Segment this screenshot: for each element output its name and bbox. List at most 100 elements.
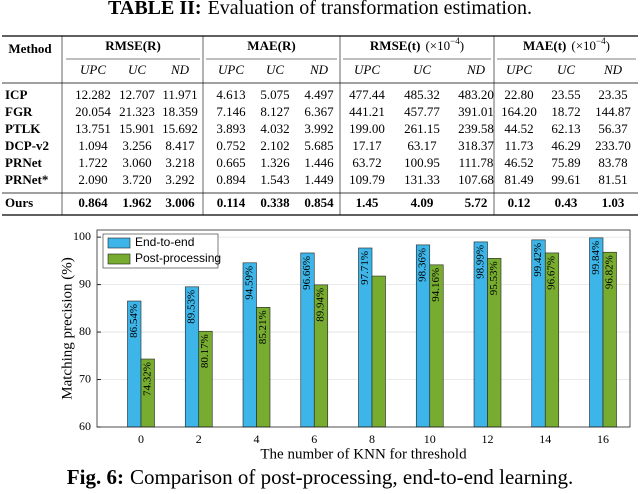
subheader: ND (603, 62, 623, 77)
value-label: 98.36% (417, 248, 429, 282)
table-cell: 0.864 (78, 195, 108, 210)
x-tick-label: 4 (254, 432, 260, 446)
group-header: RMSE(t) (×10−4) (370, 36, 464, 53)
row-label: PRNet (5, 155, 42, 170)
legend-label: Post-processing (135, 251, 221, 265)
x-tick-label: 2 (196, 432, 202, 446)
group-unit-exp: −4 (450, 36, 460, 46)
table-cell: 23.55 (551, 87, 580, 102)
table-cell: 20.054 (75, 104, 111, 119)
table-cell: 3.893 (216, 121, 245, 136)
table-cell: 0.752 (216, 138, 245, 153)
table-cell: 17.17 (352, 138, 382, 153)
table-cell: 109.79 (349, 172, 385, 187)
table-cell: 3.060 (122, 155, 151, 170)
x-tick-label: 12 (482, 432, 494, 446)
subheader: ND (170, 62, 190, 77)
table-cell: 318.37 (458, 138, 494, 153)
group-header: MAE(R) (247, 38, 295, 53)
table-cell: 0.854 (304, 195, 334, 210)
table-cell: 483.20 (458, 87, 494, 102)
table-cell: 18.359 (162, 104, 198, 119)
value-label: 99.84% (590, 241, 602, 275)
x-tick-label: 16 (597, 432, 609, 446)
value-label: 96.82% (603, 255, 615, 289)
x-tick-label: 14 (539, 432, 551, 446)
table-cell: 1.45 (356, 195, 379, 210)
x-tick-label: 0 (138, 432, 144, 446)
subheader: ND (309, 62, 329, 77)
table-cell: 63.17 (407, 138, 437, 153)
legend-swatch (107, 253, 131, 265)
table-cell: 0.894 (216, 172, 246, 187)
table-cell: 111.78 (459, 155, 494, 170)
table-cell: 11.73 (505, 138, 534, 153)
row-label: PRNet* (5, 172, 48, 187)
table-cell: 56.37 (598, 121, 628, 136)
value-label: 95.53% (488, 261, 500, 295)
table-cell: 100.95 (404, 155, 440, 170)
value-label: 89.53% (186, 290, 198, 324)
table-cell: 12.282 (75, 87, 111, 102)
figure-caption: Fig. 6: Comparison of post-processing, en… (67, 465, 573, 489)
table-cell: 1.962 (122, 195, 151, 210)
y-tick-label: 60 (79, 419, 91, 433)
row-label: PTLK (5, 121, 41, 136)
table-cell: 1.326 (260, 155, 290, 170)
value-label: 85.21% (257, 310, 269, 344)
value-label: 98.99% (474, 245, 486, 279)
table-cell: 164.20 (501, 104, 537, 119)
group-label: RMSE(t) (370, 38, 421, 53)
value-label: 97.71% (359, 251, 371, 285)
group-unit-close: ) (460, 38, 464, 53)
subheader: UPC (354, 62, 380, 77)
value-label: 74.32% (141, 362, 153, 396)
table-cell: 8.417 (165, 138, 195, 153)
subheader: UC (128, 62, 146, 77)
table-cell: 2.090 (78, 172, 107, 187)
y-tick-label: 70 (79, 371, 91, 385)
table-cell: 4.613 (216, 87, 245, 102)
table-cell: 3.992 (304, 121, 333, 136)
table-cell: 62.13 (551, 121, 580, 136)
figure-label: Fig. 6: (67, 465, 124, 489)
legend-swatch (107, 237, 131, 249)
x-tick-label: 10 (424, 432, 436, 446)
value-label: 96.66% (301, 256, 313, 290)
table-cell: 261.15 (404, 121, 440, 136)
table-cell: 0.12 (508, 195, 531, 210)
x-tick-label: 6 (311, 432, 317, 446)
table-cell: 1.722 (78, 155, 107, 170)
value-label: 80.17% (199, 334, 211, 368)
table-cell: 8.127 (260, 104, 290, 119)
group-label: MAE(R) (247, 38, 295, 53)
table-cell: 63.72 (352, 155, 381, 170)
table-cell: 4.497 (304, 87, 334, 102)
table-cell: 23.35 (598, 87, 627, 102)
table-cell: 199.00 (349, 121, 385, 136)
table-cell: 81.49 (504, 172, 533, 187)
table-cell: 3.720 (122, 172, 151, 187)
subheader: UPC (218, 62, 244, 77)
table-cell: 1.449 (304, 172, 333, 187)
bar (371, 275, 386, 428)
table-cell: 2.102 (260, 138, 289, 153)
table-cell: 485.32 (404, 87, 440, 102)
table-cell: 81.51 (598, 172, 627, 187)
table-cell: 144.87 (595, 104, 631, 119)
table-cell: 0.338 (260, 195, 290, 210)
table-cell: 477.44 (349, 87, 385, 102)
table-cell: 0.114 (217, 195, 246, 210)
table-title-text: Evaluation of transformation estimation. (208, 0, 532, 19)
subheader: UC (266, 62, 284, 77)
table-cell: 7.146 (216, 104, 246, 119)
table-cell: 0.665 (216, 155, 245, 170)
table-cell: 441.21 (349, 104, 385, 119)
table-cell: 75.89 (551, 155, 580, 170)
value-label: 89.94% (315, 288, 327, 322)
table-cell: 1.446 (304, 155, 334, 170)
table-cell: 44.52 (504, 121, 533, 136)
table-cell: 1.543 (260, 172, 289, 187)
y-tick-label: 80 (79, 324, 91, 338)
